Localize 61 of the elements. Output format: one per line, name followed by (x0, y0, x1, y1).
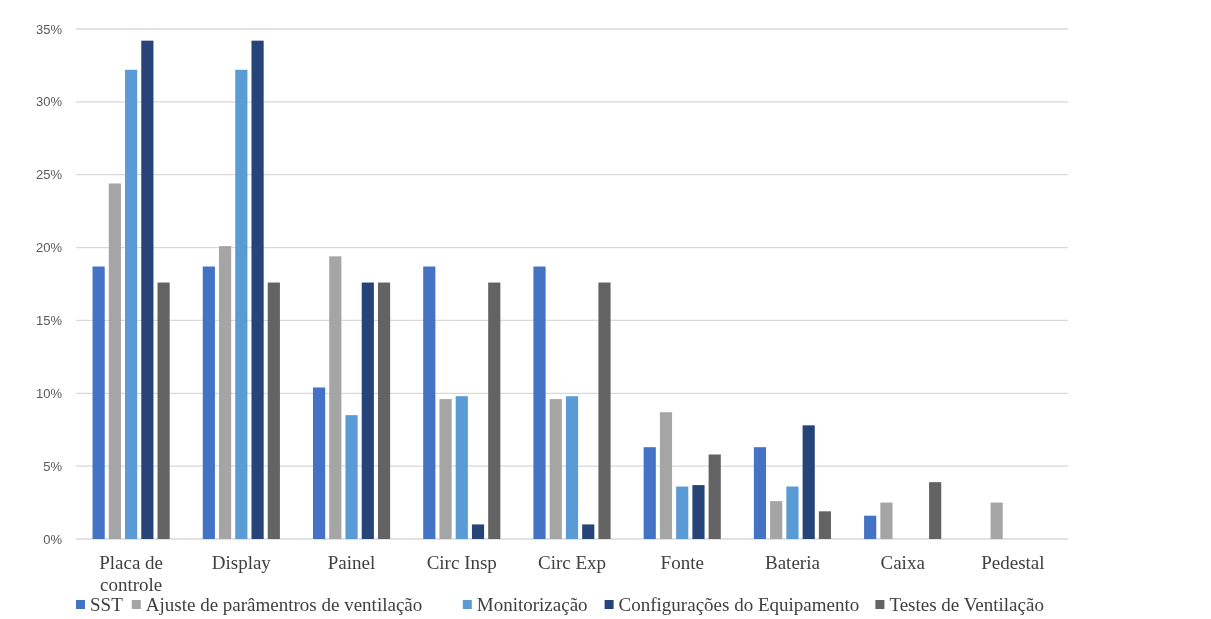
bar (818, 511, 832, 539)
bar (582, 524, 595, 539)
legend-label: Monitorização (476, 594, 588, 615)
legend-label: Ajuste de parâmentros de ventilação (145, 594, 423, 615)
bar (141, 40, 154, 539)
x-tick-label: Circ Insp (426, 552, 497, 573)
bar (267, 282, 280, 539)
bar (455, 396, 468, 539)
bar (361, 282, 374, 539)
legend-label: Configurações do Equipamento (618, 594, 860, 615)
bar (345, 415, 358, 539)
bar (676, 486, 689, 539)
bar (786, 486, 799, 539)
bar (219, 246, 232, 539)
bar (439, 399, 452, 539)
bar (157, 282, 170, 539)
bar (423, 266, 436, 539)
bar (235, 69, 248, 539)
x-tick-label: Caixa (880, 552, 926, 573)
y-tick-label: 20% (35, 240, 63, 256)
bar (929, 482, 942, 539)
bar (92, 266, 105, 539)
bar (312, 387, 326, 539)
bar (488, 282, 501, 539)
y-tick-label: 25% (35, 167, 63, 183)
bar (753, 447, 767, 539)
bar (692, 485, 705, 539)
bar (377, 282, 391, 539)
x-tick-label: Placa de controle (99, 552, 164, 595)
bar (770, 501, 783, 539)
legend-label: Testes de Ventilação (889, 594, 1044, 615)
bar (598, 282, 611, 539)
bar (125, 69, 138, 539)
y-tick-label: 30% (35, 94, 63, 110)
x-tick-label: Bateria (765, 552, 821, 573)
x-tick-label: Painel (327, 552, 376, 573)
bar (108, 183, 121, 539)
y-tick-label: 15% (35, 312, 63, 328)
bar (708, 454, 721, 539)
x-tick-label: Fonte (660, 552, 704, 573)
bar (880, 502, 893, 539)
y-tick-label: 5% (43, 458, 63, 474)
legend-label: SST (90, 594, 124, 615)
bar (643, 447, 656, 539)
bar (549, 399, 562, 539)
bar (329, 256, 342, 539)
bar (802, 425, 815, 539)
bar (202, 266, 215, 539)
x-tick-label: Pedestal (981, 552, 1045, 573)
bar (864, 515, 877, 539)
bar (251, 40, 264, 539)
bar (471, 524, 485, 539)
y-tick-label: 35% (35, 21, 63, 37)
bar (533, 266, 546, 539)
bar (565, 396, 579, 539)
bar (990, 502, 1003, 539)
x-tick-label: Circ Exp (537, 552, 607, 573)
bar (659, 412, 673, 539)
y-tick-label: 10% (35, 385, 63, 401)
y-tick-label: 0% (43, 531, 63, 547)
x-tick-label: Display (211, 552, 272, 573)
